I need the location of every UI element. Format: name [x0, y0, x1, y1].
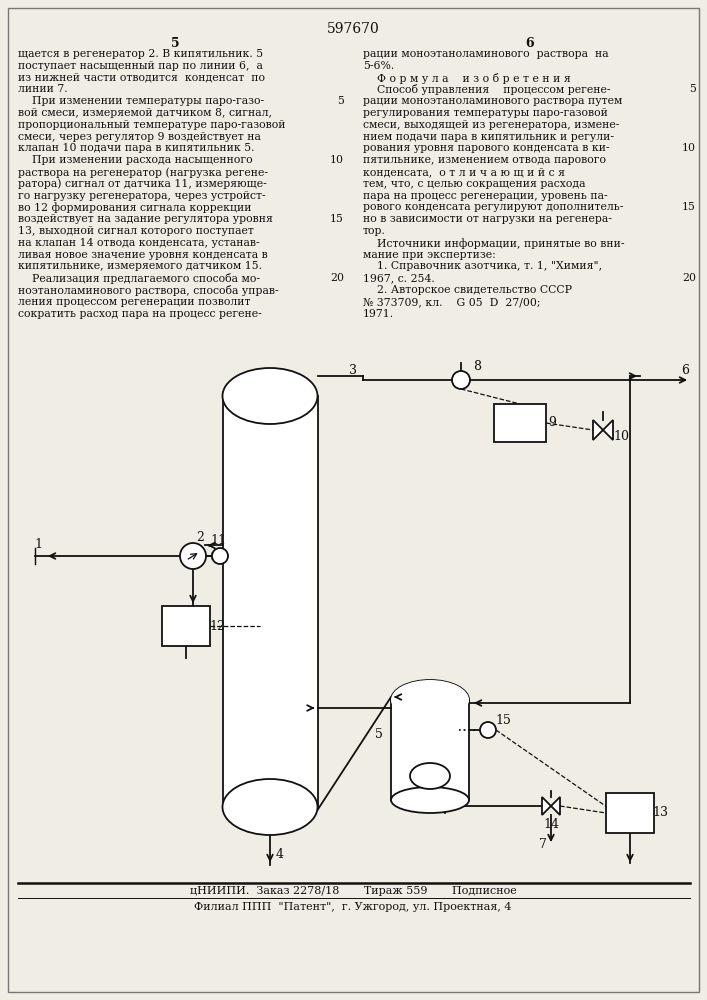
Text: 2. Авторское свидетельство СССР: 2. Авторское свидетельство СССР	[363, 285, 572, 295]
Text: пятильнике, изменением отвода парового: пятильнике, изменением отвода парового	[363, 155, 606, 165]
Text: Филиал ППП  "Патент",  г. Ужгород, ул. Проектная, 4: Филиал ППП "Патент", г. Ужгород, ул. Про…	[194, 902, 512, 912]
Text: 20: 20	[682, 273, 696, 283]
Text: рового конденсата регулируют дополнитель-: рового конденсата регулируют дополнитель…	[363, 202, 624, 212]
Text: рации моноэтаноламинового  раствора  на: рации моноэтаноламинового раствора на	[363, 49, 609, 59]
Polygon shape	[542, 797, 551, 815]
Text: ноэтаноламинового раствора, способа упрaв-: ноэтаноламинового раствора, способа упрa…	[18, 285, 279, 296]
Bar	[494, 404, 546, 442]
Text: Ф о р м у л а    и з о б р е т е н и я: Ф о р м у л а и з о б р е т е н и я	[363, 73, 571, 84]
Text: нием подачи пара в кипятильник и регули-: нием подачи пара в кипятильник и регули-	[363, 132, 614, 142]
Text: Источники информации, принятые во вни-: Источники информации, принятые во вни-	[363, 238, 624, 249]
Text: пропорциональный температуре паро-газовой: пропорциональный температуре паро-газово…	[18, 120, 286, 130]
Text: 1967, с. 254.: 1967, с. 254.	[363, 273, 435, 283]
Text: При изменении расхода насыщенного: При изменении расхода насыщенного	[18, 155, 252, 165]
Text: 6: 6	[526, 37, 534, 50]
Text: из нижней части отводится  конденсат  по: из нижней части отводится конденсат по	[18, 73, 265, 83]
Text: линии 7.: линии 7.	[18, 84, 68, 94]
Text: 6: 6	[681, 363, 689, 376]
Text: 597670: 597670	[327, 22, 380, 36]
Polygon shape	[603, 420, 613, 440]
Text: тем, что, с целью сокращения расхода: тем, что, с целью сокращения расхода	[363, 179, 585, 189]
Text: на клапан 14 отвода конденсата, устанав-: на клапан 14 отвода конденсата, устанав-	[18, 238, 259, 248]
Text: Способ управления    процессом регене-: Способ управления процессом регене-	[363, 84, 611, 95]
Text: ления процессом регенерации позволит: ления процессом регенерации позволит	[18, 297, 250, 307]
Text: 9: 9	[548, 416, 556, 430]
Text: 12: 12	[209, 619, 225, 633]
Circle shape	[212, 548, 228, 564]
Text: рования уровня парового конденсата в ки-: рования уровня парового конденсата в ки-	[363, 143, 609, 153]
Text: 5-6%.: 5-6%.	[363, 61, 395, 71]
Text: поступает насыщенный пар по линии 6,  а: поступает насыщенный пар по линии 6, а	[18, 61, 263, 71]
Text: 5: 5	[170, 37, 180, 50]
Text: но в зависимости от нагрузки на регенера-: но в зависимости от нагрузки на регенера…	[363, 214, 612, 224]
Bar	[223, 396, 317, 807]
Text: раствора на регенератор (нагрузка регене-: раствора на регенератор (нагрузка регене…	[18, 167, 268, 178]
Text: тор.: тор.	[363, 226, 386, 236]
Text: 4: 4	[276, 848, 284, 861]
Circle shape	[480, 722, 496, 738]
Text: воздействует на задание регулятора уровня: воздействует на задание регулятора уровн…	[18, 214, 273, 224]
Text: клапан 10 подачи пара в кипятильник 5.: клапан 10 подачи пара в кипятильник 5.	[18, 143, 255, 153]
Ellipse shape	[391, 680, 469, 720]
Polygon shape	[593, 420, 603, 440]
Text: 5: 5	[689, 84, 696, 94]
Bar	[162, 606, 210, 646]
Text: 15: 15	[330, 214, 344, 224]
Text: 1971.: 1971.	[363, 309, 394, 319]
Text: При изменении температуры паро-газо-: При изменении температуры паро-газо-	[18, 96, 264, 106]
Text: № 373709, кл.    G 05  D  27/00;: № 373709, кл. G 05 D 27/00;	[363, 297, 540, 307]
Text: 10: 10	[330, 155, 344, 165]
Text: 10: 10	[613, 430, 629, 442]
Text: 13, выходной сигнал которого поступает: 13, выходной сигнал которого поступает	[18, 226, 254, 236]
Text: ратора) сигнал от датчика 11, измеряюще-: ратора) сигнал от датчика 11, измеряюще-	[18, 179, 267, 189]
Bar	[606, 793, 654, 833]
Text: рации моноэтаноламинового раствора путем: рации моноэтаноламинового раствора путем	[363, 96, 622, 106]
Text: 1: 1	[34, 538, 42, 550]
Text: 10: 10	[682, 143, 696, 153]
Text: 7: 7	[539, 838, 547, 852]
Text: кипятильнике, измеряемого датчиком 15.: кипятильнике, измеряемого датчиком 15.	[18, 261, 262, 271]
Text: 14: 14	[543, 818, 559, 832]
Ellipse shape	[223, 368, 317, 424]
Text: 1. Справочник азотчика, т. 1, "Химия",: 1. Справочник азотчика, т. 1, "Химия",	[363, 261, 602, 271]
Text: пара на процесс регенерации, уровень па-: пара на процесс регенерации, уровень па-	[363, 191, 607, 201]
Text: смеси, выходящей из регенератора, измене-: смеси, выходящей из регенератора, измене…	[363, 120, 619, 130]
Text: 13: 13	[652, 806, 668, 820]
Text: 20: 20	[330, 273, 344, 283]
Text: Реализация предлагаемого способа мо-: Реализация предлагаемого способа мо-	[18, 273, 260, 284]
Text: 11: 11	[210, 534, 226, 548]
Text: во 12 формирования сигнала коррекции: во 12 формирования сигнала коррекции	[18, 202, 252, 213]
Text: мание при экспертизе:: мание при экспертизе:	[363, 250, 496, 260]
Text: регулирования температуры паро-газовой: регулирования температуры паро-газовой	[363, 108, 608, 118]
Text: щается в регенератор 2. В кипятильник. 5: щается в регенератор 2. В кипятильник. 5	[18, 49, 263, 59]
Ellipse shape	[410, 763, 450, 789]
Text: го нагрузку регенератора, через устройст-: го нагрузку регенератора, через устройст…	[18, 191, 266, 201]
Polygon shape	[551, 797, 560, 815]
Text: ливая новое значение уровня конденсата в: ливая новое значение уровня конденсата в	[18, 250, 268, 260]
Ellipse shape	[223, 779, 317, 835]
Text: 5: 5	[375, 728, 383, 742]
Ellipse shape	[391, 787, 469, 813]
Text: 2: 2	[197, 531, 204, 544]
Circle shape	[180, 543, 206, 569]
Text: цНИИПИ.  Заказ 2278/18       Тираж 559       Подписное: цНИИПИ. Заказ 2278/18 Тираж 559 Подписно…	[189, 886, 516, 896]
Text: конденсата,  о т л и ч а ю щ и й с я: конденсата, о т л и ч а ю щ и й с я	[363, 167, 565, 177]
Circle shape	[452, 371, 470, 389]
Text: вой смеси, измеряемой датчиком 8, сигнал,: вой смеси, измеряемой датчиком 8, сигнал…	[18, 108, 272, 118]
Ellipse shape	[391, 680, 469, 720]
Text: сократить расход пара на процесс регене-: сократить расход пара на процесс регене-	[18, 309, 262, 319]
Text: 15: 15	[682, 202, 696, 212]
Text: 15: 15	[495, 714, 511, 726]
Bar	[391, 700, 469, 800]
Text: смеси, через регулятор 9 воздействует на: смеси, через регулятор 9 воздействует на	[18, 132, 261, 142]
Text: 8: 8	[473, 360, 481, 372]
Text: 3: 3	[349, 364, 356, 377]
Text: 5: 5	[337, 96, 344, 106]
